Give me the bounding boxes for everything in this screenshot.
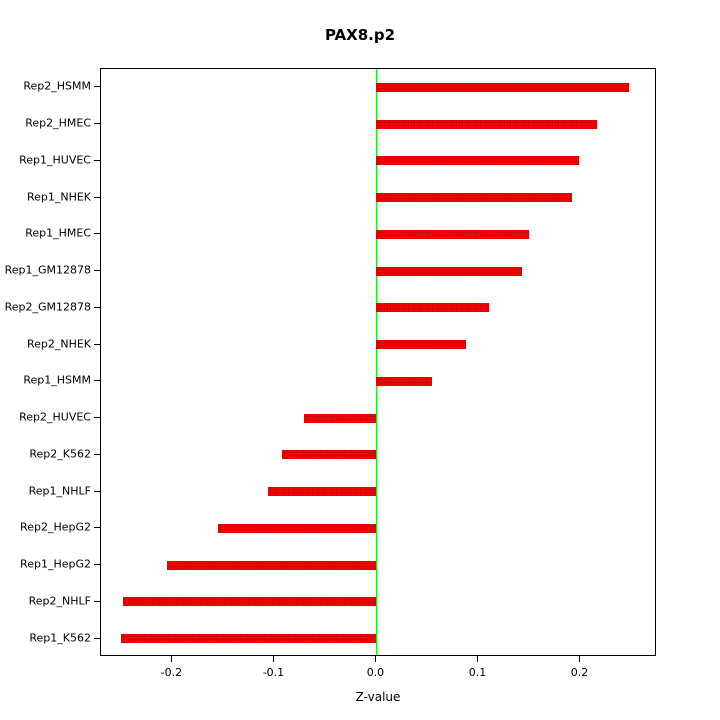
x-axis-tick bbox=[273, 656, 275, 662]
x-axis-tick bbox=[171, 656, 173, 662]
y-tick-label-Rep2_NHEK: Rep2_NHEK bbox=[26, 337, 91, 351]
x-axis-tick bbox=[477, 656, 479, 662]
y-axis-tick bbox=[94, 233, 100, 235]
y-axis-tick bbox=[94, 343, 100, 345]
bar-Rep2_HepG2 bbox=[218, 523, 377, 533]
bar-Rep1_NHEK bbox=[376, 193, 573, 203]
y-tick-label-Rep1_K562: Rep1_K562 bbox=[29, 631, 91, 645]
zero-reference-line bbox=[376, 69, 378, 655]
bar-Rep2_HMEC bbox=[376, 119, 597, 129]
y-axis-tick bbox=[94, 490, 100, 492]
y-tick-label-Rep2_GM12878: Rep2_GM12878 bbox=[4, 300, 91, 314]
y-axis-tick bbox=[94, 600, 100, 602]
y-tick-label-Rep2_HMEC: Rep2_HMEC bbox=[25, 116, 91, 130]
bar-Rep2_HSMM bbox=[376, 82, 630, 92]
y-tick-label-Rep1_GM12878: Rep1_GM12878 bbox=[4, 263, 91, 277]
x-tick-label--0.1: -0.1 bbox=[262, 666, 285, 679]
y-axis-tick bbox=[94, 86, 100, 88]
x-axis-tick bbox=[375, 656, 377, 662]
y-tick-label-Rep1_HUVEC: Rep1_HUVEC bbox=[19, 153, 91, 167]
x-axis-tick bbox=[579, 656, 581, 662]
y-axis-tick bbox=[94, 564, 100, 566]
plot-area bbox=[100, 68, 656, 656]
bar-Rep2_NHEK bbox=[376, 340, 467, 350]
y-axis-tick bbox=[94, 306, 100, 308]
y-tick-label-Rep2_NHLF: Rep2_NHLF bbox=[28, 594, 91, 608]
bar-Rep1_NHLF bbox=[268, 487, 377, 497]
bar-Rep1_HSMM bbox=[376, 376, 432, 386]
y-tick-label-Rep1_HepG2: Rep1_HepG2 bbox=[20, 557, 91, 571]
y-tick-label-Rep2_HepG2: Rep2_HepG2 bbox=[20, 520, 91, 534]
bar-Rep1_HMEC bbox=[376, 229, 530, 239]
y-axis-tick bbox=[94, 196, 100, 198]
x-axis-label: Z-value bbox=[355, 690, 401, 704]
y-tick-label-Rep1_NHEK: Rep1_NHEK bbox=[26, 190, 91, 204]
x-tick-label-0.0: 0.0 bbox=[366, 666, 385, 679]
y-axis-tick bbox=[94, 123, 100, 125]
y-axis-tick bbox=[94, 270, 100, 272]
y-tick-label-Rep2_K562: Rep2_K562 bbox=[29, 447, 91, 461]
y-tick-label-Rep1_NHLF: Rep1_NHLF bbox=[28, 484, 91, 498]
y-tick-label-Rep1_HSMM: Rep1_HSMM bbox=[23, 373, 91, 387]
x-tick-label--0.2: -0.2 bbox=[160, 666, 183, 679]
bar-Rep2_HUVEC bbox=[304, 413, 377, 423]
bar-Rep2_GM12878 bbox=[376, 303, 489, 313]
bar-Rep2_K562 bbox=[281, 450, 377, 460]
bar-Rep2_NHLF bbox=[123, 597, 377, 607]
y-tick-label-Rep1_HMEC: Rep1_HMEC bbox=[25, 226, 91, 240]
x-tick-label-0.1: 0.1 bbox=[468, 666, 487, 679]
y-axis-tick bbox=[94, 159, 100, 161]
bar-Rep1_K562 bbox=[121, 634, 377, 644]
x-tick-label-0.2: 0.2 bbox=[570, 666, 589, 679]
y-axis-tick bbox=[94, 527, 100, 529]
y-axis-tick bbox=[94, 637, 100, 639]
chart-title: PAX8.p2 bbox=[324, 26, 396, 44]
bar-Rep1_HepG2 bbox=[167, 560, 377, 570]
y-tick-label-Rep2_HSMM: Rep2_HSMM bbox=[23, 79, 91, 93]
bar-Rep1_GM12878 bbox=[376, 266, 523, 276]
y-tick-label-Rep2_HUVEC: Rep2_HUVEC bbox=[19, 410, 91, 424]
y-axis-tick bbox=[94, 453, 100, 455]
y-axis-tick bbox=[94, 380, 100, 382]
y-axis-tick bbox=[94, 417, 100, 419]
bar-Rep1_HUVEC bbox=[376, 156, 580, 166]
